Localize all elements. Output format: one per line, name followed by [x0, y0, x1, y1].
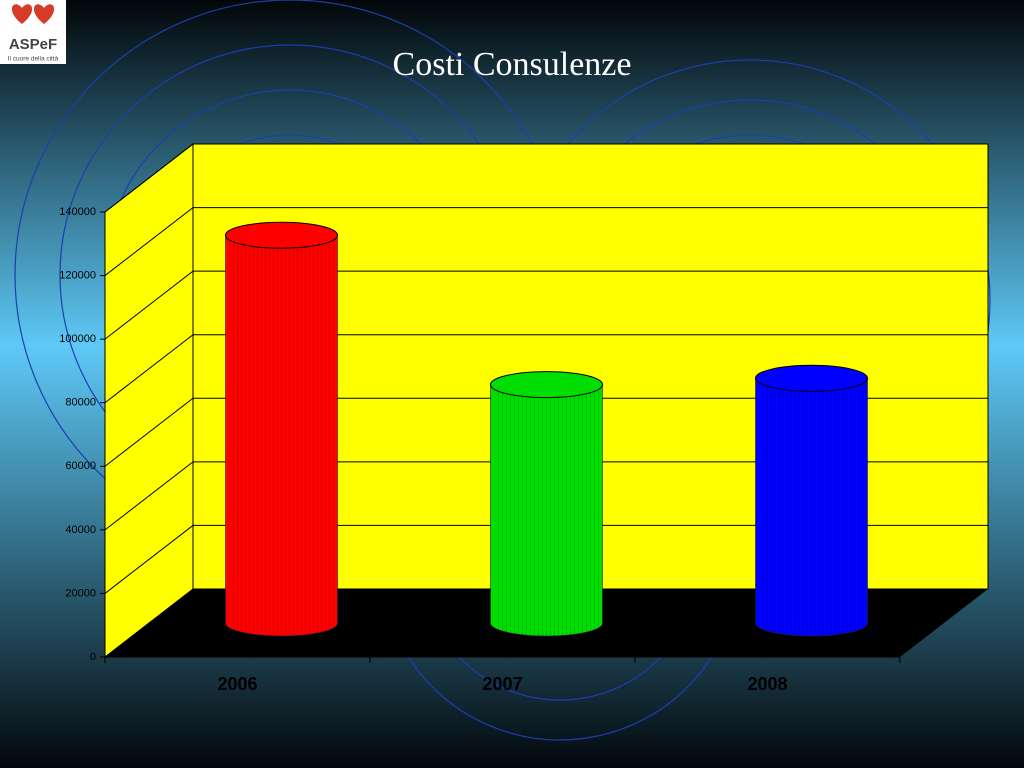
logo: ASPeF Il cuore della città — [0, 0, 66, 64]
grid-line — [104, 397, 988, 467]
logo-box — [0, 0, 66, 64]
y-tick-label: 100000 — [59, 333, 96, 345]
grid-line — [104, 461, 988, 531]
y-tick-label: 140000 — [59, 206, 96, 218]
y-tick-label: 80000 — [65, 397, 96, 409]
x-tick-label: 2008 — [747, 674, 787, 694]
x-tick-label: 2007 — [482, 674, 522, 694]
cylinder-top — [490, 371, 603, 399]
grid-line — [104, 334, 988, 404]
side-wall — [104, 142, 194, 659]
cylinder-body — [225, 234, 338, 637]
y-tick-label: 120000 — [59, 269, 96, 281]
cylinder-body — [490, 384, 603, 637]
y-tick-label: 40000 — [65, 524, 96, 536]
grid-line — [104, 143, 988, 213]
cylinder-top — [755, 364, 868, 392]
y-tick-label: 0 — [90, 651, 96, 663]
x-tick-label: 2006 — [217, 674, 257, 694]
grid-line — [104, 524, 988, 594]
logo-name: ASPeF — [9, 36, 57, 53]
grid-line — [104, 207, 988, 276]
cylinder-body — [755, 377, 868, 637]
cylinder-top — [225, 221, 338, 249]
logo-heart — [11, 4, 33, 24]
chart-title: Costi Consulenze — [393, 46, 632, 83]
logo-heart — [33, 4, 55, 24]
y-tick-label: 20000 — [65, 587, 96, 599]
y-tick-label: 60000 — [65, 460, 96, 472]
grid-line — [104, 270, 988, 340]
logo-tagline: Il cuore della città — [8, 56, 59, 63]
